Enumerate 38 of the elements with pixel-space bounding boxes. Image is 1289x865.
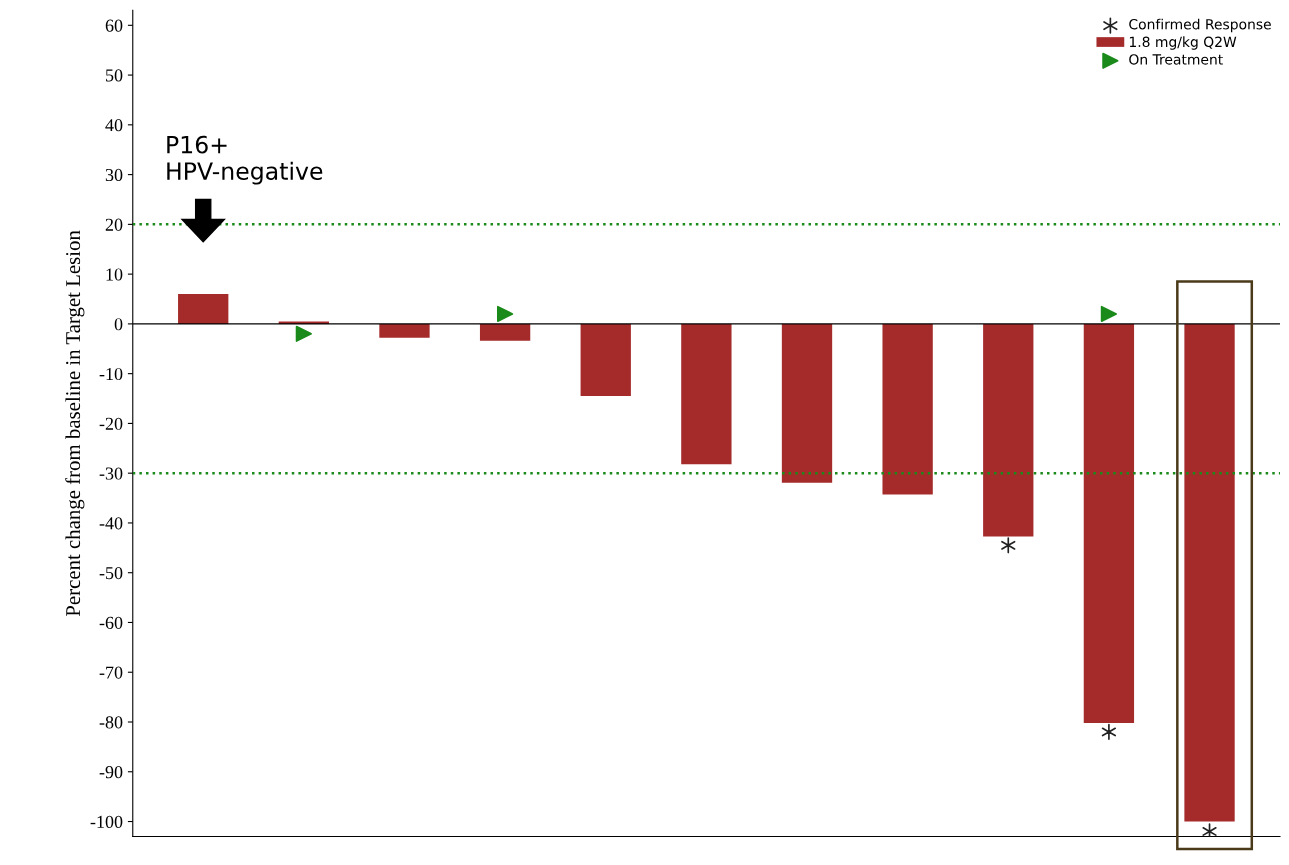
bar <box>479 323 531 341</box>
y-tick-label: 30 <box>105 168 123 182</box>
y-tick-label: 20 <box>105 218 123 231</box>
point <box>295 325 312 342</box>
legend-label: Confirmed Response <box>1129 18 1271 33</box>
bar <box>379 323 430 338</box>
point <box>1001 537 1016 554</box>
y-tick-label: -90 <box>99 766 123 779</box>
y-axis-title: Percent change from baseline in Target Lesion <box>65 230 85 617</box>
annotation: P16+ HPV-negative <box>167 135 323 185</box>
y-tick-label: -20 <box>99 417 123 430</box>
y-tick-label: -50 <box>99 566 123 580</box>
bar <box>681 323 732 465</box>
point <box>1202 823 1217 837</box>
bar <box>983 323 1034 537</box>
y-tick-label: 50 <box>106 69 123 82</box>
bar <box>882 323 933 495</box>
y-tick-label: 0 <box>114 318 123 331</box>
y-tick-label: -60 <box>99 616 123 629</box>
y-tick-label: -40 <box>99 517 123 530</box>
y-tick-label: 60 <box>105 19 123 32</box>
bar <box>580 323 631 397</box>
y-tick-label: 10 <box>106 268 123 281</box>
legend-label: On Treatment <box>1129 54 1223 65</box>
bar <box>1083 323 1135 723</box>
point <box>1100 305 1118 323</box>
point <box>1101 723 1117 741</box>
point <box>496 305 514 323</box>
bar <box>781 323 833 483</box>
bar <box>1184 323 1235 822</box>
y-tick-label: 40 <box>105 119 123 132</box>
y-tick-label: -30 <box>99 467 123 480</box>
legend-label: 1.8 mg/kg Q2W <box>1129 36 1237 50</box>
y-tick-label: -10 <box>99 367 123 381</box>
y-tick-label: -70 <box>99 666 123 679</box>
y-tick-label: -80 <box>99 716 123 729</box>
y-tick-label: -100 <box>90 815 123 828</box>
bar <box>178 294 229 324</box>
